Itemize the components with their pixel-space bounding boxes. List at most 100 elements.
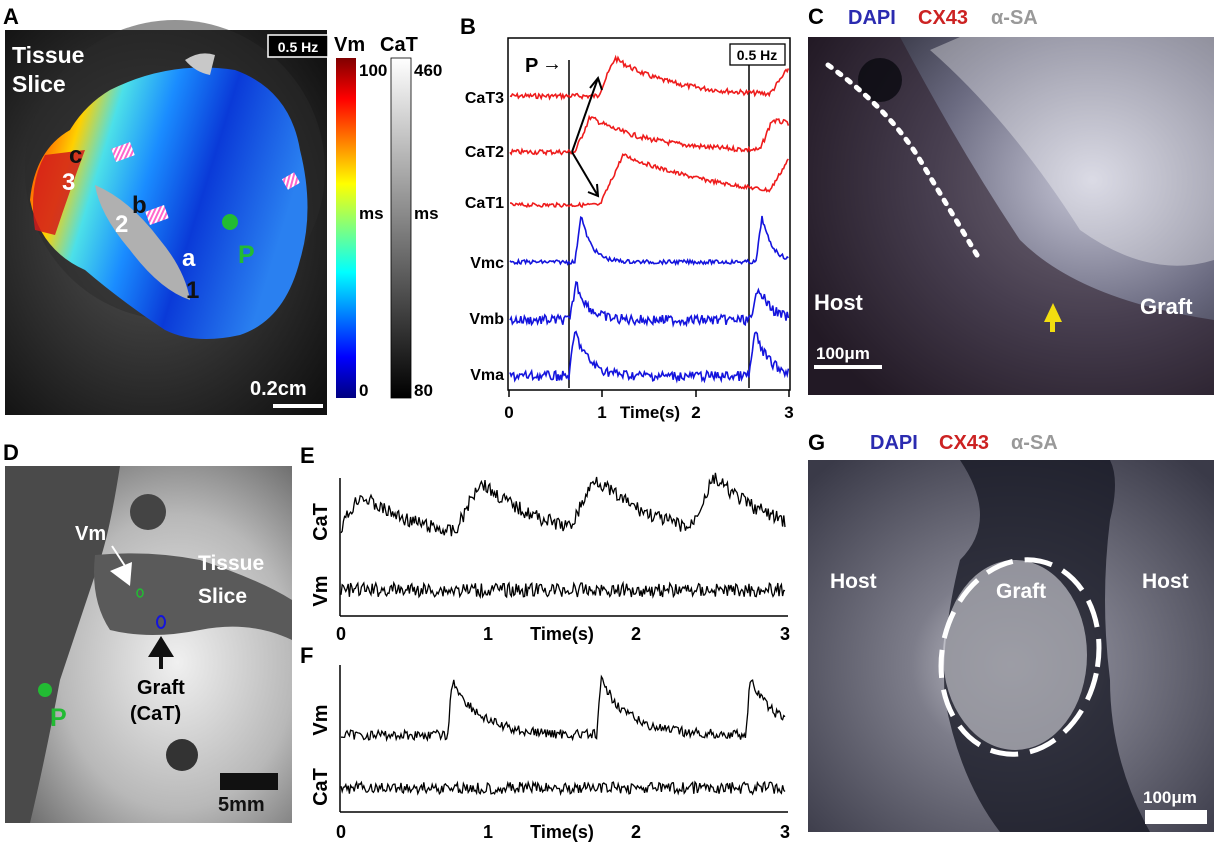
panel-e: CaT Vm 0 1 2 3 Time(s) (310, 472, 790, 644)
panel-b-letter: B (460, 14, 476, 39)
g-stain-asa: α-SA (1011, 432, 1058, 454)
f-xtick-3: 3 (780, 822, 790, 842)
g-stain-cx43: CX43 (939, 432, 989, 454)
boundary-dotted-line (825, 62, 983, 263)
panel-f: Vm CaT 0 1 2 3 Time(s) (310, 665, 790, 842)
number-3-label: 3 (62, 169, 75, 196)
d-graft-line2: (CaT) (130, 703, 181, 725)
g-graft-label: Graft (996, 580, 1046, 603)
e-xtick-3: 3 (780, 624, 790, 644)
freq-box-b (729, 43, 786, 66)
d-pacing-label: P (50, 704, 67, 732)
panel-d-letter: D (3, 440, 19, 465)
g-host-right: Host (1142, 570, 1189, 593)
trace-cat3 (509, 54, 790, 101)
panel-b: P → 0.5 Hz CaT3 CaT2 CaT1 Vmc Vmb Vma 0 … (465, 37, 794, 422)
hatched-region-b (145, 205, 169, 225)
b-xtick-1: 1 (597, 403, 606, 422)
gray-region (95, 185, 190, 300)
cat-colorbar-title: CaT (380, 34, 418, 56)
pacing-label-b: P (525, 55, 538, 77)
d-tissue-line2: Slice (198, 585, 247, 608)
d-scale-label: 5mm (218, 794, 265, 816)
hatched-region-c (111, 142, 135, 162)
trace-cat1 (510, 153, 789, 209)
e-vm-trace (340, 580, 786, 600)
cat-colorbar (390, 57, 412, 399)
e-xtick-0: 0 (336, 624, 346, 644)
colorbars: Vm CaT 100 ms 0 460 ms 80 (334, 34, 442, 400)
f-xlabel: Time(s) (530, 822, 594, 842)
panel-f-letter: F (300, 643, 313, 668)
c-stain-asa: α-SA (991, 7, 1038, 29)
f-xtick-0: 0 (336, 822, 346, 842)
trace-label-vmb: Vmb (469, 311, 504, 328)
g-scale-label: 100μm (1143, 788, 1197, 807)
freq-label-b: 0.5 Hz (737, 47, 777, 63)
f-cat-trace (340, 780, 786, 797)
b-xlabel: Time(s) (620, 403, 680, 422)
d-pacing-dot (38, 683, 52, 697)
pacing-label: P (238, 241, 255, 269)
c-scale-bar (814, 365, 882, 369)
scale-bar-label: 0.2cm (250, 378, 307, 400)
d-vm-label: Vm (75, 523, 106, 545)
yellow-arrow (1044, 303, 1062, 322)
trace-vmb (509, 280, 790, 328)
e-xlabel: Time(s) (530, 624, 594, 644)
e-xtick-2: 2 (631, 624, 641, 644)
number-1-label: 1 (186, 277, 199, 304)
cat-colorbar-unit: ms (414, 204, 439, 223)
number-2-label: 2 (115, 211, 128, 238)
e-xtick-1: 1 (483, 624, 493, 644)
panel-g: DAPI CX43 α-SA Host Host Graft 100μm (808, 432, 1214, 832)
trace-label-vmc: Vmc (470, 255, 504, 272)
graft-outline (938, 557, 1102, 757)
point-b-label: b (132, 192, 147, 219)
b-xtick-0: 0 (504, 403, 513, 422)
d-graft-line1: Graft (137, 677, 185, 699)
scale-bar (273, 404, 323, 408)
e-vm-label: Vm (310, 575, 332, 606)
trace-cat2 (509, 114, 790, 157)
panel-d: Vm Tissue Slice Graft (CaT) P 5mm (5, 466, 292, 823)
pacing-arrow-b: → (542, 53, 562, 75)
f-xtick-2: 2 (631, 822, 641, 842)
tissue-label-line1: Tissue (12, 42, 84, 68)
g-scale-bar (1145, 810, 1207, 824)
c-scale-label: 100μm (816, 344, 870, 363)
d-vm-arrow (110, 562, 132, 586)
vm-colorbar (336, 58, 356, 398)
tissue-label-line2: Slice (12, 71, 66, 97)
panel-a-letter: A (3, 4, 19, 29)
c-host-label: Host (814, 290, 864, 315)
d-vm-site (136, 588, 144, 598)
freq-label: 0.5 Hz (278, 39, 318, 55)
point-c-label: c (69, 142, 82, 169)
g-stain-dapi: DAPI (870, 432, 918, 454)
c-graft-label: Graft (1140, 294, 1193, 319)
trace-vmc (509, 215, 789, 267)
trace-vma (509, 330, 790, 384)
f-vm-trace (340, 674, 786, 743)
cat-colorbar-max: 460 (414, 61, 442, 80)
d-graft-site (156, 615, 166, 629)
vm-colorbar-unit: ms (359, 204, 384, 223)
panel-g-letter: G (808, 430, 825, 455)
trace-label-cat3: CaT3 (465, 90, 504, 107)
conduction-arrow-down (571, 151, 599, 197)
panel-c-letter: C (808, 4, 824, 29)
d-scale-bar (220, 773, 278, 790)
freq-box (267, 34, 329, 58)
d-tissue-line1: Tissue (198, 552, 264, 575)
panel-b-frame (507, 37, 791, 391)
b-xtick-3: 3 (784, 403, 793, 422)
c-stain-dapi: DAPI (848, 7, 896, 29)
f-vm-label: Vm (310, 704, 332, 735)
activation-map (30, 67, 308, 339)
vm-colorbar-max: 100 (359, 61, 387, 80)
b-xtick-2: 2 (691, 403, 700, 422)
cat-colorbar-min: 80 (414, 381, 433, 400)
trace-label-vma: Vma (470, 367, 504, 384)
f-xtick-1: 1 (483, 822, 493, 842)
